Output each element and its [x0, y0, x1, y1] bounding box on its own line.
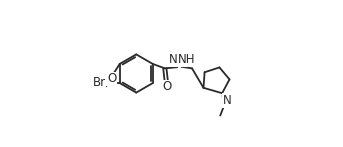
Text: N: N — [169, 54, 178, 66]
Text: N: N — [223, 94, 232, 107]
Text: NH: NH — [178, 53, 196, 66]
Text: O: O — [162, 80, 171, 93]
Text: O: O — [107, 72, 116, 85]
Text: H: H — [179, 56, 187, 66]
Text: Br: Br — [93, 76, 106, 89]
